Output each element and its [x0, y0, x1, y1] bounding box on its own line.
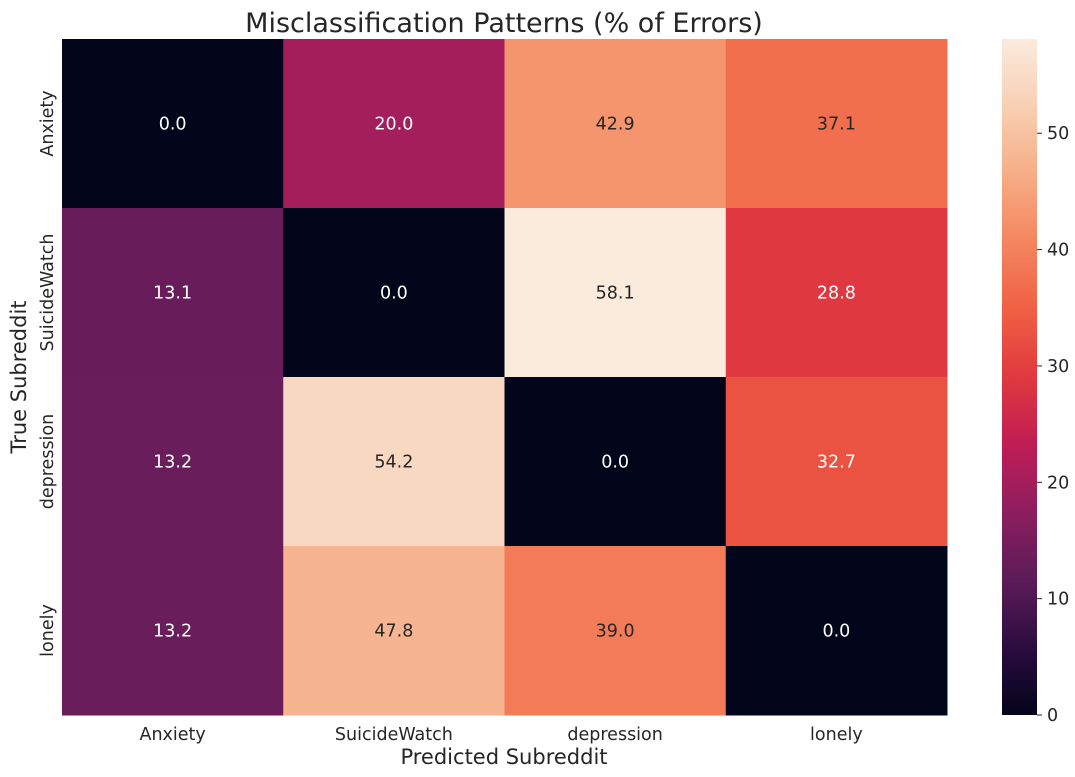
y-tick-label: Anxiety	[38, 90, 58, 156]
cell-value-label: 42.9	[596, 115, 635, 135]
colorbar-tick-label: 40	[1047, 241, 1069, 261]
heatmap-cell	[504, 377, 727, 547]
heatmap-cell	[283, 208, 505, 378]
colorbar-tick-label: 30	[1047, 357, 1069, 377]
cell-value-label: 13.1	[153, 284, 192, 304]
heatmap-cell	[725, 208, 948, 378]
colorbar	[1002, 39, 1037, 715]
heatmap-cell	[504, 546, 727, 716]
x-tick-label: Anxiety	[139, 725, 205, 745]
y-tick-label: depression	[38, 414, 58, 509]
heatmap-cell	[283, 377, 505, 547]
cell-value-label: 20.0	[374, 115, 413, 135]
chart-title: Misclassification Patterns (% of Errors)	[245, 8, 763, 39]
heatmap-cell	[504, 208, 727, 378]
heatmap-cell	[62, 39, 284, 209]
heatmap-cell	[283, 39, 505, 209]
colorbar-tick-label: 20	[1047, 473, 1069, 493]
colorbar-tick-label: 50	[1047, 124, 1069, 144]
cell-value-label: 0.0	[822, 622, 850, 642]
y-tick-label: lonely	[38, 604, 58, 657]
cell-value-label: 13.2	[153, 453, 192, 473]
heatmap-cell	[62, 546, 284, 716]
heatmap-cell-labels: 0.0 20.0 42.9 37.1 13.1 0.0 58.1 28.8 13.2 54.2 0.…	[153, 115, 856, 642]
heatmap-cell	[283, 546, 505, 716]
y-tick-label: SuicideWatch	[38, 234, 58, 352]
cell-value-label: 37.1	[817, 115, 856, 135]
cell-value-label: 54.2	[374, 453, 413, 473]
heatmap-cell	[62, 208, 284, 378]
cell-value-label: 58.1	[596, 284, 635, 304]
cell-value-label: 39.0	[596, 622, 635, 642]
heatmap-cell	[725, 546, 948, 716]
colorbar-tick-label: 10	[1047, 590, 1069, 610]
x-tick-label: depression	[567, 725, 662, 745]
cell-value-label: 0.0	[601, 453, 629, 473]
heatmap-cell	[725, 39, 948, 209]
cell-value-label: 0.0	[159, 115, 187, 135]
x-tick-label: lonely	[810, 725, 863, 745]
y-axis-label: True Subreddit	[7, 300, 31, 454]
heatmap-cell	[504, 39, 727, 209]
x-axis-ticks: Anxiety SuicideWatch depression lonely	[139, 725, 862, 745]
cell-value-label: 13.2	[153, 622, 192, 642]
cell-value-label: 47.8	[374, 622, 413, 642]
y-axis-ticks: Anxiety SuicideWatch depression lonely	[38, 90, 58, 656]
colorbar-ticks: 0 10 20 30 40 50	[1037, 124, 1069, 726]
colorbar-tick-label: 0	[1047, 706, 1058, 726]
x-tick-label: SuicideWatch	[335, 725, 453, 745]
heatmap-cell	[725, 377, 948, 547]
cell-value-label: 28.8	[817, 284, 856, 304]
cell-value-label: 32.7	[817, 453, 856, 473]
heatmap-cells	[62, 39, 948, 716]
heatmap-cell	[62, 377, 284, 547]
x-axis-label: Predicted Subreddit	[400, 745, 607, 769]
cell-value-label: 0.0	[380, 284, 408, 304]
